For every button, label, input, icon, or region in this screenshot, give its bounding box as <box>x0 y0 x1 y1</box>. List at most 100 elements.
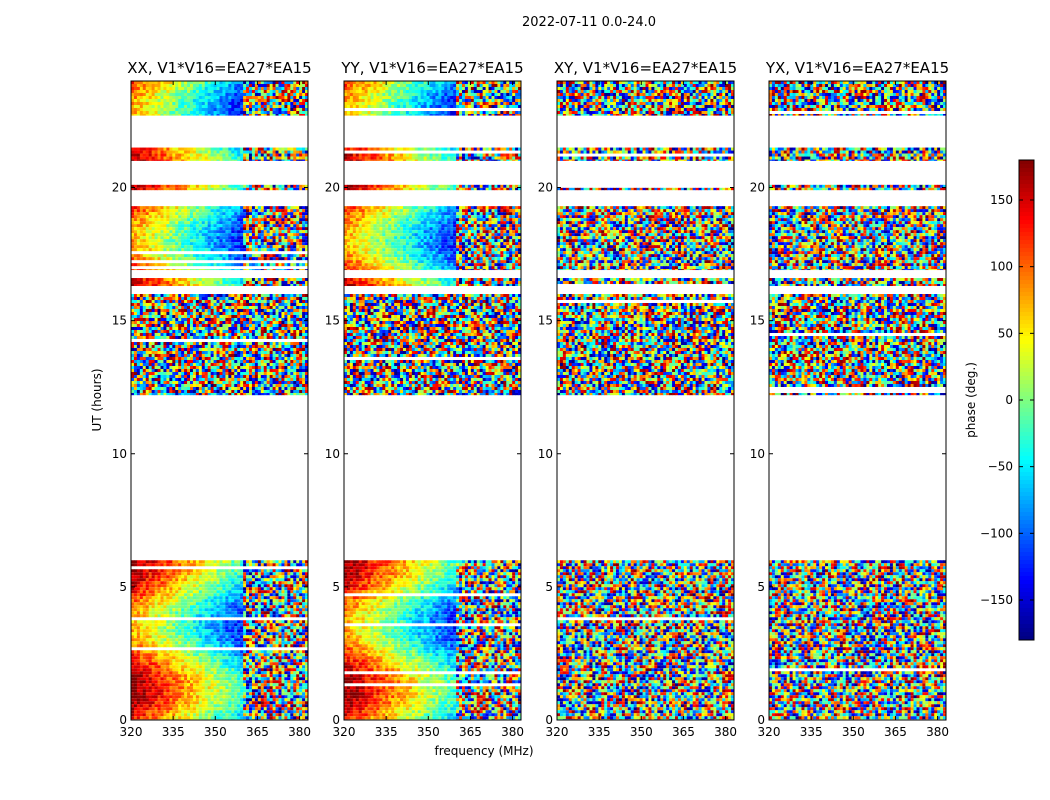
heatmap-cell <box>293 692 297 696</box>
heatmap-cell <box>254 315 259 318</box>
heatmap-cell <box>136 602 141 606</box>
heatmap-cell <box>175 354 179 357</box>
heatmap-cell <box>195 656 200 660</box>
heatmap-cell <box>266 336 271 339</box>
heatmap-cell <box>198 707 203 711</box>
heatmap-cell <box>234 333 238 336</box>
heatmap-cell <box>287 593 291 597</box>
heatmap-cell <box>136 713 141 717</box>
heatmap-cell <box>131 608 135 612</box>
heatmap-cell <box>266 677 271 681</box>
heatmap-cell <box>275 635 279 639</box>
heatmap-cell <box>148 680 153 684</box>
heatmap-cell <box>290 351 294 354</box>
heatmap-cell <box>195 596 200 600</box>
heatmap-cell <box>281 327 285 330</box>
heatmap-cell <box>225 683 229 687</box>
heatmap-cell <box>213 710 217 714</box>
heatmap-cell <box>281 336 285 339</box>
heatmap-cell <box>145 671 150 675</box>
heatmap-cell <box>175 671 179 675</box>
heatmap-cell <box>213 312 217 315</box>
heatmap-cell <box>260 333 265 336</box>
heatmap-cell <box>305 381 309 384</box>
heatmap-cell <box>148 596 153 600</box>
heatmap-cell <box>275 665 279 669</box>
heatmap-cell <box>207 623 212 627</box>
heatmap-cell <box>281 303 285 306</box>
heatmap-cell <box>234 303 238 306</box>
heatmap-cell <box>243 674 247 678</box>
heatmap-cell <box>148 333 153 336</box>
heatmap-cell <box>172 369 176 372</box>
heatmap-cell <box>293 665 297 669</box>
heatmap-cell <box>266 692 271 696</box>
heatmap-cell <box>145 390 150 393</box>
heatmap-cell <box>281 641 285 645</box>
heatmap-cell <box>222 608 226 612</box>
heatmap-cell <box>184 695 188 699</box>
heatmap-cell <box>151 336 155 339</box>
heatmap-cell <box>246 611 250 615</box>
heatmap-cell <box>181 315 185 318</box>
heatmap-cell <box>178 330 182 333</box>
heatmap-cell <box>142 303 147 306</box>
heatmap-cell <box>293 599 297 603</box>
heatmap-cell <box>257 605 262 609</box>
heatmap-cell <box>184 674 188 678</box>
heatmap-cell <box>302 330 306 333</box>
heatmap-cell <box>225 599 229 603</box>
heatmap-cell <box>240 578 244 582</box>
heatmap-cell <box>225 381 229 384</box>
heatmap-cell <box>260 354 265 357</box>
heatmap-cell <box>201 662 206 666</box>
heatmap-cell <box>201 569 206 573</box>
heatmap-cell <box>225 324 229 327</box>
heatmap-cell <box>190 713 194 717</box>
heatmap-cell <box>181 590 185 594</box>
heatmap-cell <box>136 656 141 660</box>
heatmap-cell <box>293 563 297 567</box>
heatmap-cell <box>240 686 244 690</box>
heatmap-cell <box>240 695 244 699</box>
heatmap-cell <box>192 650 197 654</box>
heatmap-cell <box>204 629 209 633</box>
heatmap-cell <box>207 593 212 597</box>
heatmap-cell <box>305 668 309 672</box>
heatmap-cell <box>243 306 247 309</box>
heatmap-cell <box>213 357 217 360</box>
heatmap-cell <box>302 300 306 303</box>
heatmap-cell <box>166 689 170 693</box>
heatmap-cell <box>234 330 238 333</box>
heatmap-cell <box>136 599 141 603</box>
heatmap-cell <box>136 336 141 339</box>
heatmap-cell <box>234 626 238 630</box>
heatmap-cell <box>172 378 176 381</box>
heatmap-cell <box>166 360 170 363</box>
heatmap-cell <box>175 324 179 327</box>
heatmap-cell <box>201 716 206 720</box>
heatmap-cell <box>290 354 294 357</box>
heatmap-cell <box>190 560 194 564</box>
heatmap-cell <box>204 671 209 675</box>
heatmap-cell <box>204 342 209 345</box>
heatmap-cell <box>231 665 235 669</box>
heatmap-cell <box>213 608 217 612</box>
heatmap-cell <box>287 686 291 690</box>
heatmap-cell <box>163 704 167 708</box>
heatmap-cell <box>160 581 164 585</box>
heatmap-cell <box>302 572 306 576</box>
heatmap-cell <box>204 345 209 348</box>
heatmap-cell <box>302 626 306 630</box>
heatmap-cell <box>169 333 173 336</box>
heatmap-cell <box>198 593 203 597</box>
heatmap-cell <box>299 575 303 579</box>
heatmap-cell <box>204 677 209 681</box>
heatmap-cell <box>198 695 203 699</box>
heatmap-cell <box>169 599 173 603</box>
heatmap-cell <box>184 587 188 591</box>
heatmap-cell <box>272 354 276 357</box>
heatmap-cell <box>216 677 220 681</box>
heatmap-cell <box>213 695 217 699</box>
heatmap-cell <box>148 641 153 645</box>
